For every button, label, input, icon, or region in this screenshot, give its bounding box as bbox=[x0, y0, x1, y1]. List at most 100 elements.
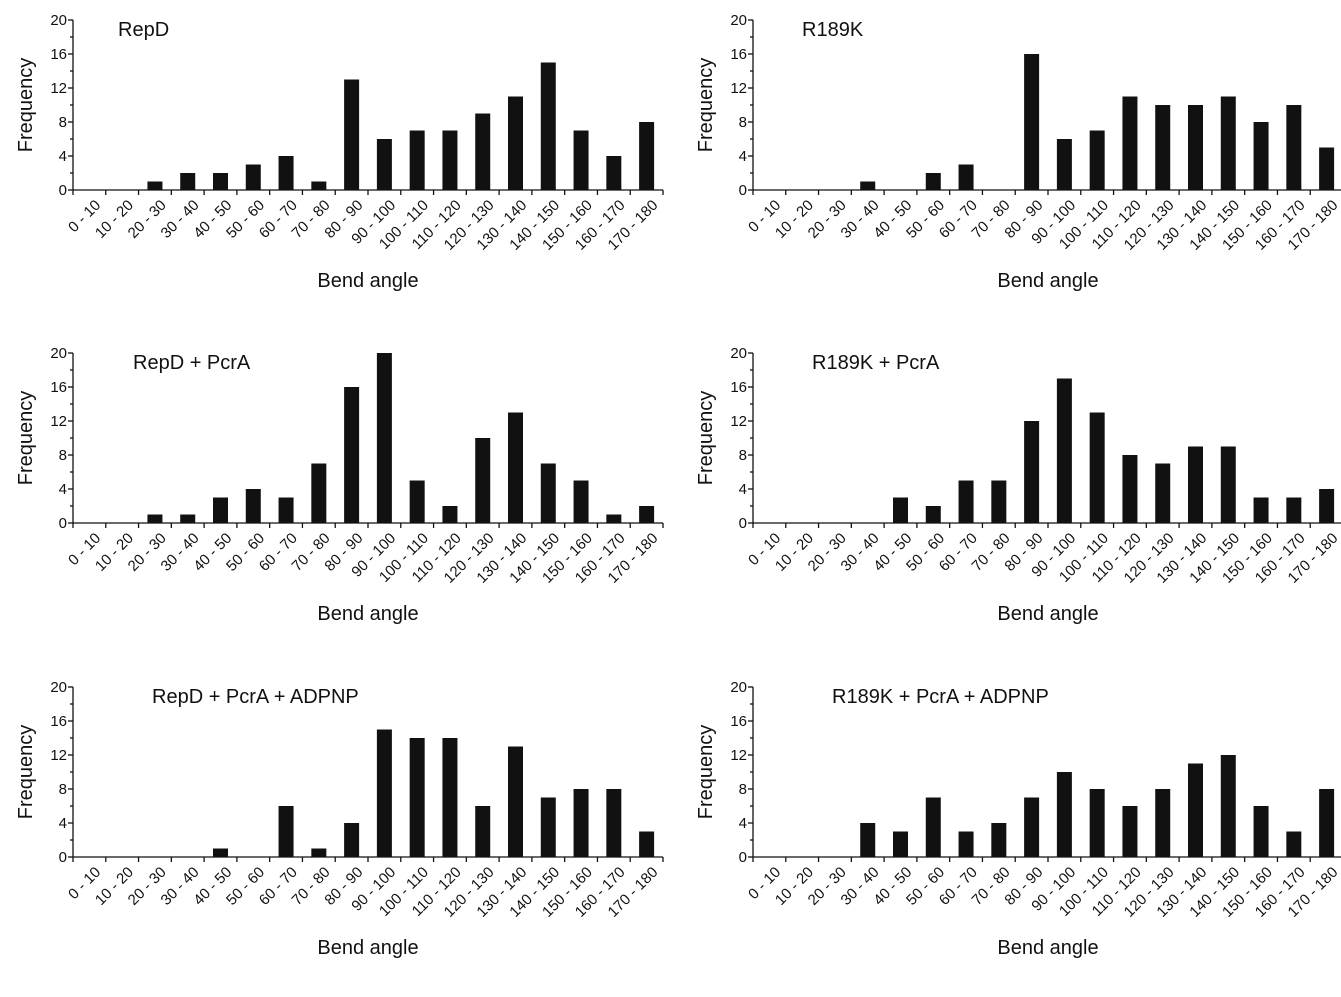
bar bbox=[442, 738, 458, 857]
bar bbox=[213, 497, 228, 523]
bar bbox=[409, 130, 425, 190]
bar bbox=[1286, 497, 1302, 523]
bar bbox=[376, 353, 392, 523]
bar bbox=[606, 514, 622, 523]
bar bbox=[245, 489, 261, 523]
bar bbox=[1024, 54, 1040, 190]
bar bbox=[540, 62, 556, 190]
y-tick-label: 20 bbox=[730, 345, 747, 362]
bar bbox=[1220, 446, 1236, 523]
y-tick-label: 8 bbox=[59, 114, 67, 131]
bar bbox=[1188, 763, 1203, 857]
y-tick-label: 20 bbox=[50, 12, 67, 29]
bar bbox=[508, 96, 523, 190]
bar bbox=[893, 831, 908, 857]
bar bbox=[213, 173, 228, 190]
bar bbox=[606, 156, 622, 190]
y-tick-label: 8 bbox=[59, 447, 67, 464]
y-tick-label: 16 bbox=[50, 713, 67, 730]
y-tick-label: 4 bbox=[739, 815, 747, 832]
y-axis-label: Frequency bbox=[695, 58, 717, 153]
bar bbox=[409, 480, 425, 523]
y-tick-label: 8 bbox=[739, 114, 747, 131]
bar bbox=[606, 789, 622, 857]
bar bbox=[311, 181, 327, 190]
bar bbox=[1188, 105, 1203, 190]
y-tick-label: 16 bbox=[730, 379, 747, 396]
bar bbox=[442, 130, 458, 190]
y-tick-label: 16 bbox=[730, 713, 747, 730]
chart-title: RepD + PcrA bbox=[133, 352, 251, 374]
x-axis-label: Bend angle bbox=[317, 270, 418, 292]
bar bbox=[1253, 497, 1269, 523]
bar bbox=[925, 173, 941, 190]
y-tick-label: 12 bbox=[730, 413, 747, 430]
y-tick-label: 0 bbox=[59, 182, 67, 199]
y-tick-label: 12 bbox=[50, 80, 67, 97]
y-tick-label: 16 bbox=[730, 46, 747, 63]
bar bbox=[311, 463, 327, 523]
bar bbox=[925, 506, 941, 523]
bar bbox=[311, 848, 327, 857]
y-tick-label: 0 bbox=[739, 515, 747, 532]
bar bbox=[540, 797, 556, 857]
y-tick-label: 16 bbox=[50, 379, 67, 396]
y-tick-label: 8 bbox=[739, 781, 747, 798]
bar bbox=[1056, 139, 1072, 190]
chart-title: RepD bbox=[118, 19, 169, 41]
y-tick-label: 8 bbox=[59, 781, 67, 798]
bar bbox=[442, 506, 458, 523]
bar bbox=[475, 113, 491, 190]
chart-title: R189K + PcrA bbox=[812, 352, 940, 374]
bar bbox=[991, 480, 1007, 523]
bar bbox=[1319, 489, 1335, 523]
y-axis-label: Frequency bbox=[15, 391, 37, 486]
bar bbox=[1220, 96, 1236, 190]
x-axis-label: Bend angle bbox=[997, 270, 1098, 292]
bar bbox=[1122, 96, 1138, 190]
bar bbox=[1024, 797, 1040, 857]
y-tick-label: 12 bbox=[50, 413, 67, 430]
bar bbox=[639, 831, 655, 857]
y-tick-label: 20 bbox=[50, 679, 67, 696]
chart-panel-repd: 0 4 8 12 16 20 0 - 10 10 - 20 20 - 30 30 - 40 40 -… bbox=[0, 0, 670, 330]
bar bbox=[508, 412, 523, 523]
bar bbox=[958, 831, 974, 857]
bar bbox=[278, 497, 294, 523]
bar bbox=[1056, 772, 1072, 857]
y-tick-label: 12 bbox=[50, 747, 67, 764]
bar bbox=[1122, 806, 1138, 857]
y-tick-label: 16 bbox=[50, 46, 67, 63]
bar bbox=[344, 387, 360, 523]
y-tick-label: 0 bbox=[59, 849, 67, 866]
y-axis-label: Frequency bbox=[15, 725, 37, 820]
x-axis-label: Bend angle bbox=[997, 603, 1098, 625]
y-tick-label: 4 bbox=[59, 815, 67, 832]
bar bbox=[1155, 789, 1171, 857]
chart-panel-repd-pcra-adpnp: 0 4 8 12 16 20 0 - 10 10 - 20 20 - 30 30 - 40 40 -… bbox=[0, 667, 670, 997]
bar bbox=[1253, 806, 1269, 857]
bar bbox=[475, 806, 491, 857]
bar bbox=[344, 79, 360, 190]
bar bbox=[1319, 789, 1335, 857]
bar bbox=[147, 514, 163, 523]
bar bbox=[475, 438, 491, 523]
bar bbox=[639, 122, 655, 190]
bar bbox=[1089, 412, 1105, 523]
y-tick-label: 20 bbox=[730, 12, 747, 29]
bar bbox=[1319, 147, 1335, 190]
y-axis-label: Frequency bbox=[695, 725, 717, 820]
y-tick-label: 12 bbox=[730, 747, 747, 764]
bar bbox=[540, 463, 556, 523]
y-axis-label: Frequency bbox=[15, 58, 37, 153]
y-tick-label: 4 bbox=[59, 481, 67, 498]
bar bbox=[1253, 122, 1269, 190]
bar bbox=[860, 181, 876, 190]
bar bbox=[508, 746, 523, 857]
bar bbox=[1188, 446, 1203, 523]
x-axis-label: Bend angle bbox=[317, 937, 418, 959]
